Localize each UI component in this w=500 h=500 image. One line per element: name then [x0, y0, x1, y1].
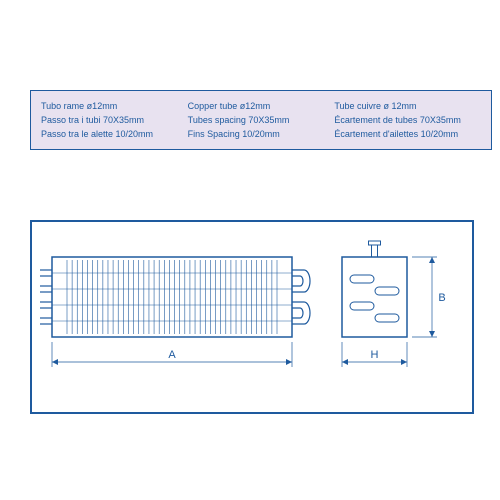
svg-text:B: B [438, 292, 445, 304]
spec-fr-2: Écartement d'ailettes 10/20mm [334, 129, 481, 139]
spec-it-1: Passo tra i tubi 70X35mm [41, 115, 188, 125]
spec-fr-0: Tube cuivre ø 12mm [334, 101, 481, 111]
spec-row: Passo tra i tubi 70X35mm Tubes spacing 7… [41, 115, 481, 125]
spec-en-1: Tubes spacing 70X35mm [188, 115, 335, 125]
spec-row: Passo tra le alette 10/20mm Fins Spacing… [41, 129, 481, 139]
spec-row: Tubo rame ø12mm Copper tube ø12mm Tube c… [41, 101, 481, 111]
diagram-area: A H B [30, 220, 474, 414]
spec-en-0: Copper tube ø12mm [188, 101, 335, 111]
svg-text:H: H [371, 349, 379, 361]
spec-fr-1: Écartement de tubes 70X35mm [334, 115, 481, 125]
technical-drawing: A H B [32, 222, 472, 412]
svg-text:A: A [168, 349, 176, 361]
spec-it-0: Tubo rame ø12mm [41, 101, 188, 111]
spec-en-2: Fins Spacing 10/20mm [188, 129, 335, 139]
spec-it-2: Passo tra le alette 10/20mm [41, 129, 188, 139]
spec-table: Tubo rame ø12mm Copper tube ø12mm Tube c… [30, 90, 492, 150]
